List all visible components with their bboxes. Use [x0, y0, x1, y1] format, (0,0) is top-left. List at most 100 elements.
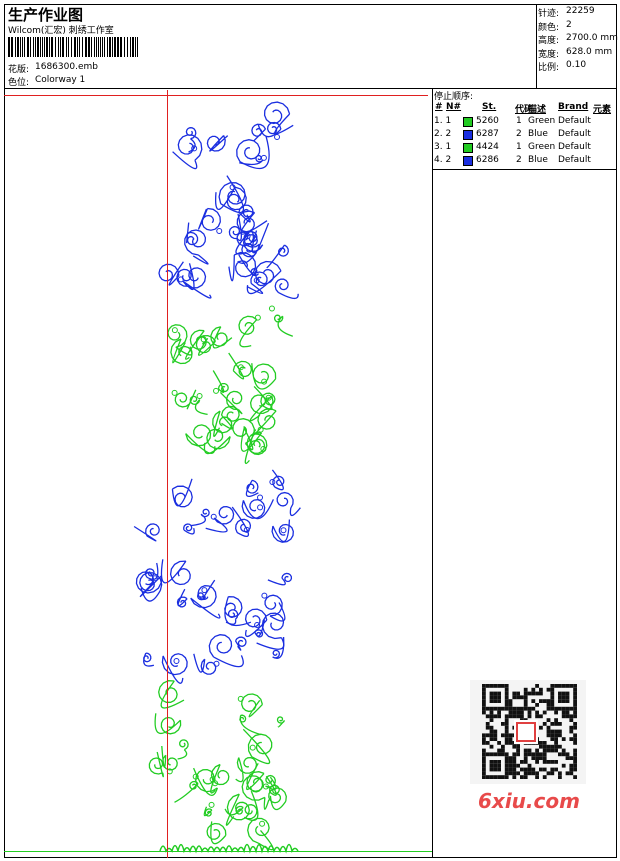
stitch-scroll: [245, 479, 259, 497]
column-header: 代码: [515, 105, 534, 115]
qr-module: [550, 767, 555, 772]
qr-module: [554, 767, 558, 772]
qr-module: [489, 767, 494, 772]
qr-module: [569, 725, 574, 730]
qr-module: [493, 699, 498, 703]
qr-module: [508, 699, 513, 703]
qr-module: [516, 695, 520, 700]
qr-module: [569, 737, 574, 741]
qr-module: [512, 763, 517, 768]
qr-module: [504, 760, 509, 764]
barcode: [8, 37, 138, 57]
qr-module: [542, 752, 547, 757]
qr-module: [542, 722, 547, 726]
stitch-scroll: [182, 267, 212, 299]
bar: [68, 37, 69, 57]
qr-module: [523, 691, 528, 696]
column-header: #: [435, 102, 443, 112]
qr-module: [497, 760, 501, 764]
border: [4, 4, 617, 858]
stitch-flower: [210, 513, 217, 520]
qr-module: [485, 741, 490, 745]
qr-module: [489, 733, 494, 738]
stitch-scroll: [189, 395, 208, 416]
qr-module: [504, 771, 509, 776]
qr-module: [531, 687, 536, 692]
qr-module: [504, 706, 509, 711]
stitch-scroll: [228, 352, 253, 380]
stitch-flower: [260, 154, 267, 161]
stitch-scroll: [238, 315, 258, 348]
qr-module: [489, 684, 494, 688]
qr-module: [504, 725, 509, 730]
bar: [51, 37, 53, 57]
info-value: 2: [566, 19, 572, 30]
qr-module: [527, 767, 532, 772]
qr-module: [546, 729, 551, 734]
stitch-scroll: [210, 763, 230, 794]
qr-module: [493, 729, 498, 734]
needle: 2: [516, 129, 522, 139]
qr-module: [539, 741, 543, 745]
qr-module: [504, 741, 509, 745]
bar: [96, 37, 97, 57]
qr-module: [542, 775, 547, 779]
qr-module: [573, 699, 577, 703]
qr-module: [516, 744, 520, 749]
qr-module: [512, 771, 517, 776]
qr-module: [504, 684, 509, 688]
bar: [71, 37, 72, 57]
qr-module: [489, 760, 494, 764]
qr-module: [542, 756, 547, 760]
stitch-scroll: [274, 278, 299, 300]
qr-module: [573, 684, 577, 688]
qr-module: [497, 763, 501, 768]
qr-module: [482, 741, 486, 745]
qr-module: [573, 703, 577, 707]
stop-title: 停止顺序:: [434, 92, 474, 102]
stitch-scroll: [238, 204, 254, 223]
qr-module: [573, 710, 577, 715]
qr-module: [520, 710, 524, 715]
qr-module: [482, 756, 486, 760]
qr-module: [504, 733, 509, 738]
info-label: 比例:: [538, 63, 560, 73]
row-number: 1. 1: [434, 116, 452, 126]
qr-module: [497, 699, 501, 703]
qr-module: [546, 699, 551, 703]
qr-module: [546, 725, 551, 730]
colorway: Colorway 1: [35, 75, 86, 85]
stitch-scroll: [241, 775, 270, 810]
qr-module: [550, 722, 555, 726]
stitch-scroll: [271, 469, 285, 491]
qr-module: [516, 752, 520, 757]
stitch-scroll: [251, 123, 267, 142]
qr-module: [554, 729, 558, 734]
stitch-scroll: [246, 260, 282, 295]
qr-module: [523, 703, 528, 707]
qr-module: [482, 760, 486, 764]
stitch-scroll: [251, 363, 277, 390]
qr-module: [535, 684, 539, 688]
bar: [15, 37, 16, 57]
stitch-scroll: [176, 588, 188, 608]
qr-module: [573, 725, 577, 730]
bar: [127, 37, 128, 57]
stitch-scroll: [158, 261, 184, 286]
qr-module: [565, 706, 570, 711]
stitch-scroll: [174, 780, 199, 803]
stitch-scroll: [236, 210, 268, 235]
qr-module: [554, 748, 558, 753]
qr-module: [550, 687, 555, 692]
qr-module: [539, 744, 543, 749]
stitch-scroll: [235, 756, 258, 783]
qr-module: [501, 722, 505, 726]
stitch-flower: [269, 479, 276, 486]
qr-module: [561, 714, 566, 719]
qr-module: [497, 741, 501, 745]
stitch-scroll: [271, 519, 294, 543]
bar: [62, 37, 64, 57]
info-value: 2700.0 mm: [566, 33, 618, 43]
qr-module: [516, 771, 520, 776]
qr-module: [523, 695, 528, 700]
